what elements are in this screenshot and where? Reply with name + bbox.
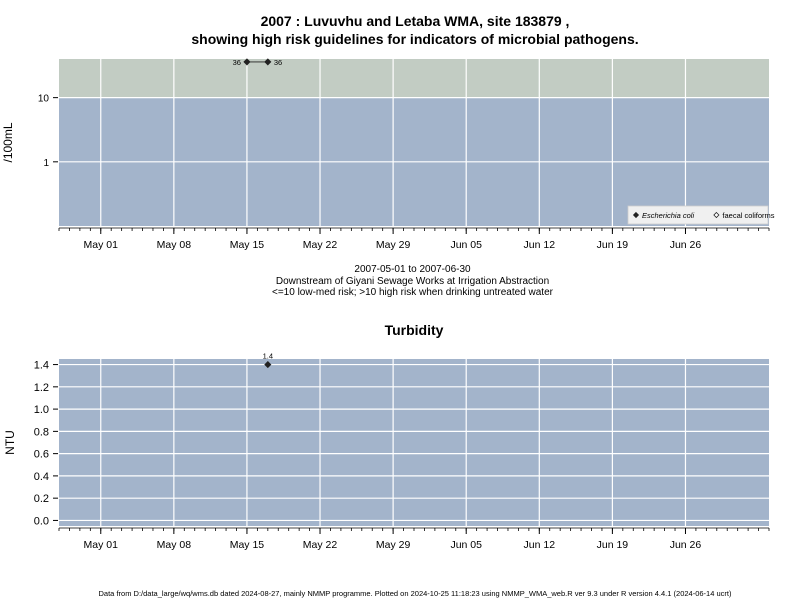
y-tick-label: 1.4 bbox=[34, 360, 49, 372]
x-tick-label: May 15 bbox=[230, 239, 265, 251]
legend-box bbox=[627, 205, 769, 225]
y-axis-label: NTU bbox=[3, 430, 17, 455]
y-axis-label: /100mL bbox=[1, 122, 15, 162]
x-tick-label: May 22 bbox=[303, 239, 338, 251]
turbidity-chart: Turbidity May 01 May 08 May 15 May 22 May 29 J… bbox=[3, 322, 770, 551]
x-tick-label: May 29 bbox=[376, 239, 411, 251]
y-tick-label: 0.0 bbox=[34, 515, 49, 527]
x-tick-label: May 22 bbox=[303, 539, 338, 551]
chart-title-line-2: showing high risk guidelines for indicat… bbox=[191, 31, 639, 47]
x-tick-label: May 01 bbox=[84, 539, 119, 551]
y-tick-label: 0.8 bbox=[34, 426, 49, 438]
site-location: Downstream of Giyani Sewage Works at Irr… bbox=[275, 276, 550, 287]
microbial-chart: May 01 May 08 May 15 May 22 May 29 Jun 05 Jun … bbox=[1, 58, 775, 251]
date-range: 2007-05-01 to 2007-06-30 bbox=[354, 264, 471, 275]
y-tick-label: 0.2 bbox=[34, 493, 49, 505]
y-tick-label: 1.0 bbox=[34, 404, 49, 416]
x-tick-label: May 29 bbox=[376, 539, 411, 551]
data-label: 36 bbox=[233, 58, 241, 67]
y-tick-label: 0.4 bbox=[34, 471, 49, 483]
high-risk-band bbox=[59, 59, 769, 98]
plot-area bbox=[59, 359, 769, 526]
data-point bbox=[264, 58, 272, 66]
x-tick-label: May 01 bbox=[84, 239, 119, 251]
risk-note: <=10 low-med risk; >10 high risk when dr… bbox=[272, 287, 553, 298]
y-tick-label: 1.2 bbox=[34, 382, 49, 394]
y-tick-label: 1 bbox=[43, 158, 49, 169]
y-tick-label: 0.6 bbox=[34, 449, 49, 461]
chart-title-line-1: 2007 : Luvuvhu and Letaba WMA, site 1838… bbox=[260, 13, 570, 29]
data-label: 36 bbox=[274, 58, 282, 67]
x-tick-label: Jun 19 bbox=[597, 539, 629, 551]
x-tick-label: May 08 bbox=[157, 239, 192, 251]
footer-note: Data from D:/data_large/wq/wms.db dated … bbox=[98, 589, 732, 598]
x-tick-label: Jun 12 bbox=[524, 539, 556, 551]
legend-marker bbox=[632, 211, 640, 219]
legend-entry: Escherichia coli bbox=[642, 211, 694, 220]
legend-marker bbox=[713, 211, 720, 219]
x-tick-label: Jun 26 bbox=[670, 539, 702, 551]
x-tick-label: May 15 bbox=[230, 539, 265, 551]
x-tick-label: May 08 bbox=[157, 539, 192, 551]
data-label: 1.4 bbox=[263, 352, 273, 361]
y-tick-label: 10 bbox=[38, 94, 50, 105]
legend-entry: faecal coliforms bbox=[722, 211, 774, 220]
data-point bbox=[243, 58, 251, 66]
x-tick-label: Jun 05 bbox=[450, 539, 482, 551]
x-tick-label: Jun 19 bbox=[597, 239, 629, 251]
x-tick-label: Jun 26 bbox=[670, 239, 702, 251]
panel-title: Turbidity bbox=[385, 322, 444, 338]
data-point bbox=[264, 361, 272, 369]
x-tick-label: Jun 05 bbox=[450, 239, 482, 251]
x-tick-label: Jun 12 bbox=[524, 239, 556, 251]
